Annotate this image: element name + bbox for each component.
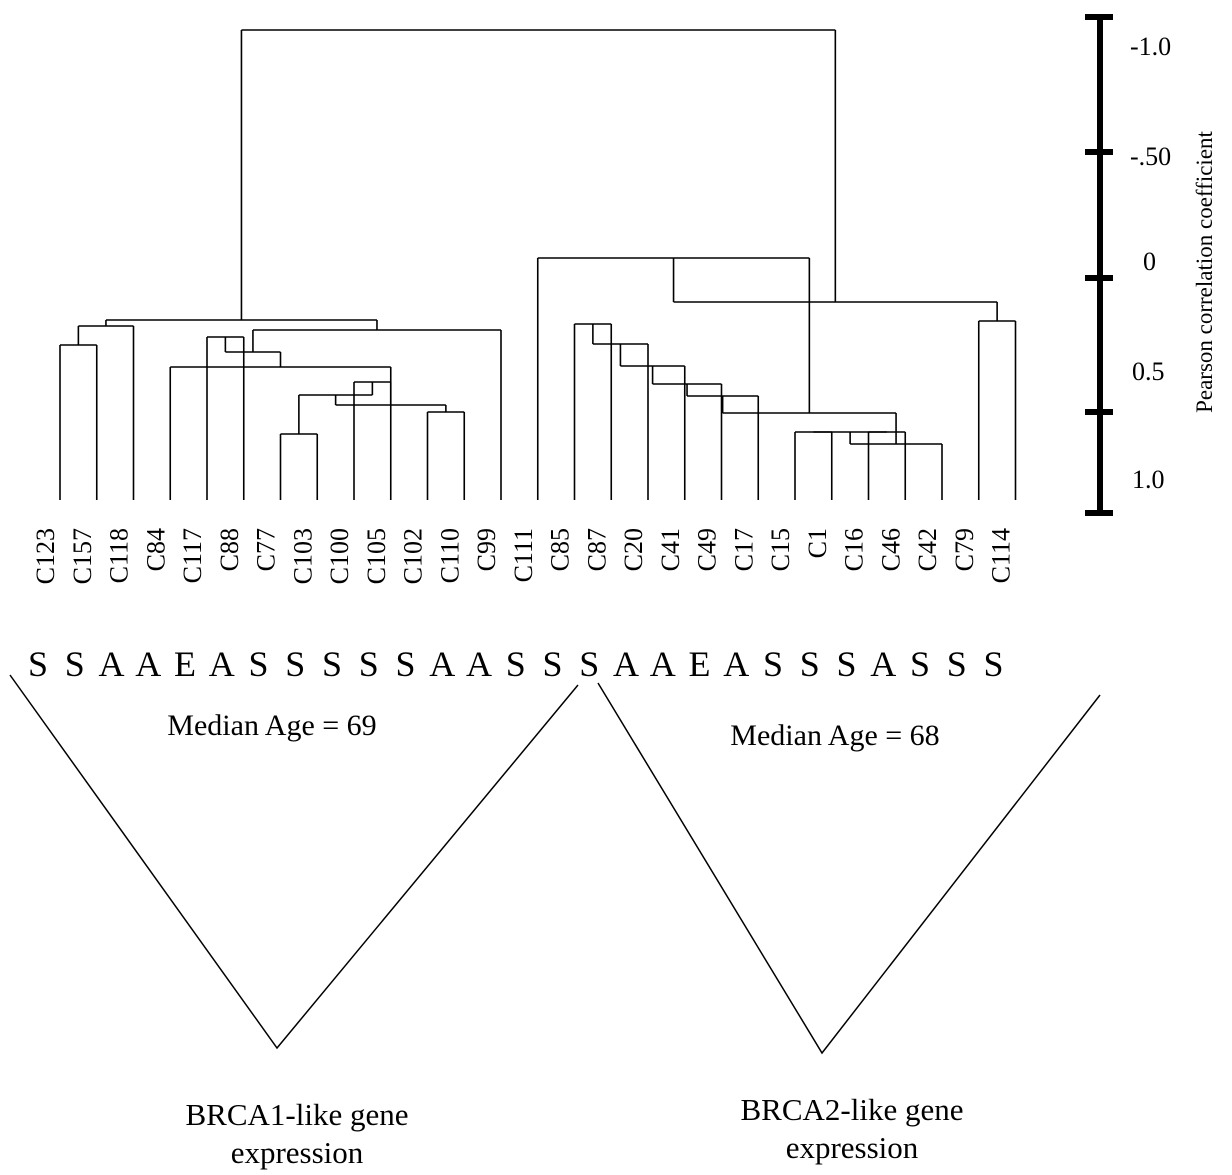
group-brca2: Median Age = 68 BRCA2-like gene expressi… [597,682,1101,1165]
subtype-code: S [359,644,379,684]
scale-tick-label: -.50 [1130,142,1171,171]
median-age-label: Median Age = 68 [730,719,939,752]
sample-label: C111 [509,528,538,582]
sample-label: C20 [619,528,648,571]
sample-label: C16 [840,528,869,571]
subtype-code: A [429,644,455,684]
subtype-code: A [135,644,161,684]
subtype-code: A [870,644,896,684]
sample-label: C123 [31,528,60,584]
sample-label: C110 [435,528,464,583]
sample-label: C118 [105,528,134,583]
sample-label: C15 [766,528,795,571]
subtype-code: S [579,644,599,684]
subtype-code: S [947,644,967,684]
subtype-code: E [689,644,711,684]
scale-tick-label: -1.0 [1130,32,1171,61]
scale-tick-label: 0.5 [1132,357,1165,386]
subtype-code: A [466,644,492,684]
sample-label: C42 [913,528,942,571]
scale-axis-label: Pearson correlation coefficient [1192,130,1217,412]
sample-label: C157 [68,528,97,584]
subtype-code: S [836,644,856,684]
sample-label: C49 [693,528,722,571]
group-label: BRCA2-like gene [741,1092,964,1127]
correlation-scale: -1.0 -.50 0 0.5 1.0 Pearson correlation … [1085,14,1217,516]
subtype-code: E [174,644,196,684]
sample-label: C105 [362,528,391,584]
sample-label: C99 [472,528,501,571]
median-age-label: Median Age = 69 [167,709,376,742]
sample-label: C102 [399,528,428,584]
sample-label: C79 [950,528,979,571]
subtype-code: S [542,644,562,684]
subtype-code: A [209,644,235,684]
scale-tick-label: 1.0 [1132,465,1165,494]
subtype-code: S [506,644,526,684]
subtype-code: A [650,644,676,684]
sample-label: C77 [252,528,281,571]
sample-label: C103 [288,528,317,584]
subtype-code: S [763,644,783,684]
group-label: expression [231,1135,364,1170]
subtype-code: A [99,644,125,684]
sample-label: C117 [178,528,207,583]
sample-labels: C123 C157 C118 C84 C117 C88 C77 C103 C100 C105 C10… [31,528,1016,584]
sample-label: C46 [876,528,905,571]
sample-label: C84 [141,528,170,571]
subtype-code: S [28,644,48,684]
group-label: expression [786,1130,919,1165]
subtype-code: S [322,644,342,684]
subtype-code: S [910,644,930,684]
subtype-code: S [248,644,268,684]
dendrogram-tree [59,29,1017,500]
sample-label: C17 [729,528,758,571]
group-label: BRCA1-like gene [186,1097,409,1132]
subtype-code: A [723,644,749,684]
sample-label: C85 [546,528,575,571]
subtype-code: S [983,644,1003,684]
subtype-code: A [613,644,639,684]
sample-label: C1 [803,528,832,558]
group-triangle-right [597,682,1101,1055]
subtype-code: S [285,644,305,684]
sample-label: C114 [987,528,1016,583]
subtype-code: S [800,644,820,684]
sample-label: C87 [582,528,611,571]
group-triangle-left [9,674,579,1050]
subtype-code: S [65,644,85,684]
sample-label: C88 [215,528,244,571]
subtype-code: S [395,644,415,684]
sample-label: C41 [656,528,685,571]
group-brca1: Median Age = 69 BRCA1-like gene expressi… [9,674,579,1170]
scale-tick-label: 0 [1143,247,1156,276]
sample-label: C100 [325,528,354,584]
